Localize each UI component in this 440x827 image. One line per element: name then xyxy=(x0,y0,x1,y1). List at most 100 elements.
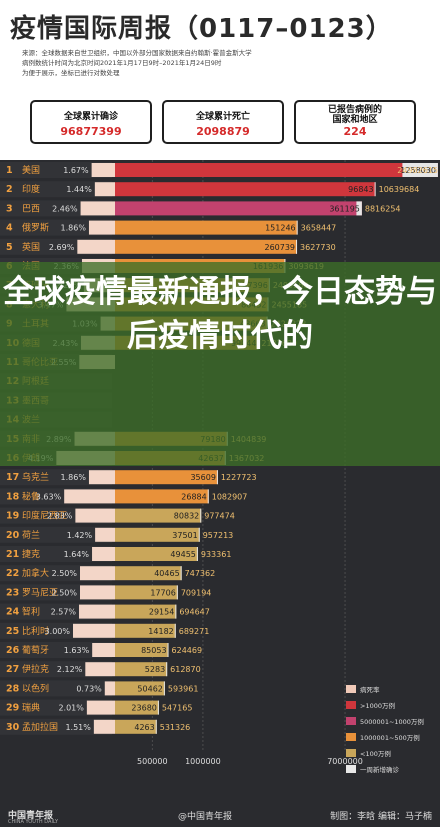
weekly-new-bar xyxy=(167,643,169,657)
total-cases-bar xyxy=(115,719,157,734)
row-stripe xyxy=(0,680,112,697)
x-tick-label: 500000 xyxy=(137,757,168,766)
rank-label: 26 xyxy=(6,645,20,656)
weekly-new-label: 29154 xyxy=(149,608,174,617)
weekly-new-bar xyxy=(166,662,168,677)
total-cases-label: 593961 xyxy=(168,684,199,693)
total-cases-label: 689271 xyxy=(179,627,210,636)
rank-label: 25 xyxy=(6,626,19,637)
country-label: 荷兰 xyxy=(22,529,40,541)
rank-label: 30 xyxy=(6,722,20,733)
country-label: 智利 xyxy=(22,606,40,618)
rank-label: 3 xyxy=(6,203,13,214)
total-cases-label: 10639684 xyxy=(379,185,420,194)
rank-label: 28 xyxy=(6,683,20,694)
weekly-new-label: 49455 xyxy=(170,550,195,559)
weekly-new-label: 96843 xyxy=(348,185,373,194)
country-label: 俄罗斯 xyxy=(22,222,49,234)
total-cases-label: 624469 xyxy=(172,646,203,655)
death-rate-bar xyxy=(94,182,115,197)
death-rate-label: 1.51% xyxy=(65,723,91,732)
total-cases-bar xyxy=(115,220,298,235)
row-stripe xyxy=(0,219,112,236)
stat-label: 全球累计死亡 xyxy=(195,112,250,122)
rank-label: 4 xyxy=(6,223,13,234)
death-rate-label: 1.42% xyxy=(67,531,93,540)
x-tick-label: 1000000 xyxy=(185,757,221,766)
total-cases-bar xyxy=(115,681,165,696)
total-cases-label: 957213 xyxy=(203,531,234,540)
stat-value: 224 xyxy=(343,125,367,138)
total-cases-label: 933361 xyxy=(201,550,232,559)
stat-global-confirmed: 全球累计确诊 96877399 xyxy=(30,100,152,144)
total-cases-bar xyxy=(115,547,198,561)
country-label: 葡萄牙 xyxy=(22,644,49,656)
death-rate-bar xyxy=(77,239,115,254)
weekly-new-label: 1258030 xyxy=(400,166,436,175)
death-rate-label: 1.86% xyxy=(61,224,87,233)
weekly-new-bar xyxy=(163,681,165,696)
total-cases-bar xyxy=(115,585,178,600)
note-line: 来源：全球数据来自世卫组织，中国以外部分国家数据来自约翰斯·霍普金斯大学 xyxy=(22,49,252,57)
rank-label: 24 xyxy=(6,607,20,618)
rank-label: 17 xyxy=(6,472,19,483)
weekly-new-label: 50462 xyxy=(137,684,162,693)
death-rate-bar xyxy=(73,623,115,638)
death-rate-bar xyxy=(79,604,115,619)
total-cases-bar xyxy=(115,470,218,485)
death-rate-label: 2.83% xyxy=(47,512,73,521)
death-rate-bar xyxy=(104,681,115,696)
total-cases-bar xyxy=(115,508,202,523)
stat-label: 已报告病例的 国家和地区 xyxy=(327,105,382,125)
weekly-new-bar xyxy=(402,163,438,177)
death-rate-bar xyxy=(95,527,115,542)
weekly-new-bar xyxy=(200,508,202,523)
weekly-new-bar xyxy=(174,623,176,638)
total-cases-bar xyxy=(115,700,159,715)
rank-label: 21 xyxy=(6,549,19,560)
rank-label: 5 xyxy=(6,242,13,253)
legend-item: <100万例 xyxy=(346,748,436,760)
total-cases-label: 1082907 xyxy=(212,492,248,501)
row-stripe xyxy=(0,642,112,658)
rank-label: 20 xyxy=(6,530,20,541)
source-notes: 来源：全球数据来自世卫组织，中国以外部分国家数据来自约翰斯·霍普金斯大学 病例数… xyxy=(22,48,252,78)
legend-swatch xyxy=(346,717,356,725)
weekly-new-label: 260739 xyxy=(264,243,295,252)
legend-item: 一周新增确诊 xyxy=(346,764,436,776)
death-rate-bar xyxy=(80,566,115,581)
total-cases-bar xyxy=(115,623,176,638)
legend-label: 1000001~500万例 xyxy=(360,734,420,742)
legend-label: 5000001~1000万例 xyxy=(360,718,424,726)
legend-label: 病死率 xyxy=(360,686,380,694)
death-rate-label: 2.01% xyxy=(58,704,84,713)
weekly-new-bar xyxy=(374,182,376,197)
total-cases-bar xyxy=(115,566,182,581)
legend-item: >1000万例 xyxy=(346,700,436,712)
legend-item: 1000001~500万例 xyxy=(346,732,436,744)
weekly-new-bar xyxy=(356,201,362,216)
total-cases-label: 694647 xyxy=(179,608,210,617)
total-cases-label: 1227723 xyxy=(221,473,257,482)
row-stripe xyxy=(0,181,112,198)
weekly-new-bar xyxy=(296,239,298,254)
country-label: 巴西 xyxy=(22,203,40,214)
death-rate-bar xyxy=(85,662,115,677)
weekly-new-bar xyxy=(207,489,209,504)
weekly-new-label: 80832 xyxy=(174,512,199,521)
death-rate-bar xyxy=(92,547,115,561)
note-line: 病例数统计时间为北京时间2021年1月17日9时–2021年1月24日9时 xyxy=(22,59,222,67)
total-cases-bar xyxy=(115,604,177,619)
footer-weibo: @中国青年报 xyxy=(178,812,233,822)
death-rate-bar xyxy=(64,489,115,504)
legend-swatch xyxy=(346,765,356,773)
rank-label: 27 xyxy=(6,664,19,675)
weekly-new-label: 17706 xyxy=(150,588,175,597)
country-label: 秘鲁 xyxy=(22,490,40,502)
total-cases-label: 3658447 xyxy=(301,224,337,233)
x-tick-label: 7000000 xyxy=(327,757,363,766)
death-rate-bar xyxy=(75,508,115,523)
country-label: 乌克兰 xyxy=(22,471,49,483)
legend-swatch xyxy=(346,733,356,741)
death-rate-bar xyxy=(91,163,115,177)
